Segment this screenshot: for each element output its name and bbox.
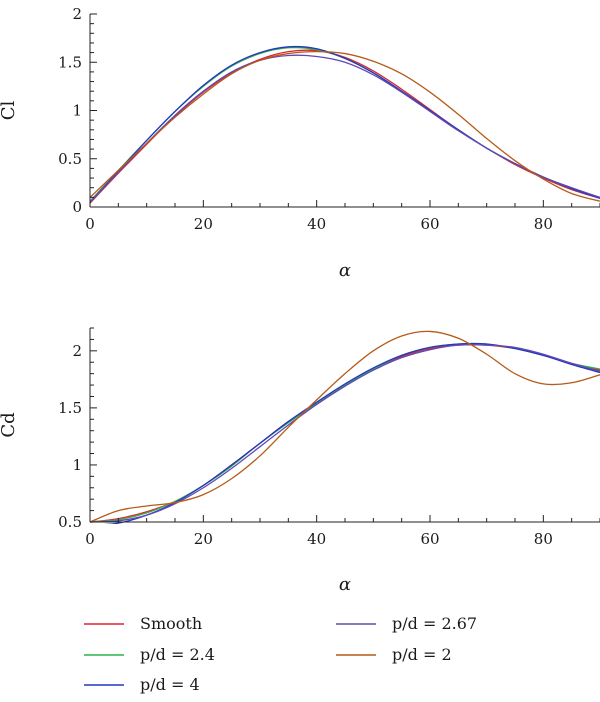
legend-label: p/d = 2.67	[392, 614, 477, 633]
cd-y-axis-label: Cd	[0, 412, 19, 437]
cd-x-tick-label: 0	[85, 530, 95, 548]
legend-label: p/d = 4	[140, 675, 200, 694]
cd-series-3	[90, 344, 600, 523]
cl-x-tick-label: 80	[534, 215, 553, 233]
cl-x-tick-label: 40	[307, 215, 326, 233]
cd-chart: 0 20 40 60 80 0.5 1 1.5 2 α Cd	[0, 327, 600, 595]
cl-series-4	[90, 50, 600, 202]
cl-series-3	[90, 54, 600, 203]
cd-y-tick-label: 2	[72, 342, 82, 360]
cl-y-tick-label: 0	[72, 198, 82, 216]
cd-y-tick-label: 1.5	[58, 399, 82, 417]
cl-x-axis-label: α	[339, 260, 351, 281]
legend-label: p/d = 2	[392, 645, 452, 664]
cd-x-tick-label: 20	[194, 530, 213, 548]
cl-x-tick-label: 0	[85, 215, 95, 233]
cl-chart: 0 20 40 60 80 0 0.5 1 1.5 2 α Cl	[0, 5, 600, 281]
cl-y-tick-label: 0.5	[58, 150, 82, 168]
legend: Smooth p/d = 2.67 p/d = 2.4 p/d = 2 p/d = 4	[84, 614, 477, 694]
cd-x-axis-label: α	[339, 574, 351, 595]
cd-series-2	[104, 342, 600, 524]
cl-y-axis-label: Cl	[0, 100, 19, 120]
cd-x-tick-label: 80	[534, 530, 553, 548]
legend-item: p/d = 2.4	[84, 645, 215, 664]
cd-series-1	[90, 342, 600, 523]
cd-x-tick-label: 40	[307, 530, 326, 548]
legend-label: Smooth	[140, 614, 202, 633]
legend-label: p/d = 2.4	[140, 645, 215, 664]
legend-item: p/d = 2	[336, 645, 452, 664]
cd-series-4	[90, 330, 600, 523]
legend-item: Smooth	[84, 614, 202, 633]
cl-y-tick-label: 1	[72, 102, 82, 120]
cl-y-tick-label: 1.5	[58, 53, 82, 71]
legend-item: p/d = 2.67	[336, 614, 477, 633]
cl-y-tick-label: 2	[72, 5, 82, 23]
legend-item: p/d = 4	[84, 675, 200, 694]
cl-x-tick-label: 60	[420, 215, 439, 233]
cl-series-0	[90, 49, 600, 204]
cd-series-0	[90, 344, 600, 523]
cd-y-tick-label: 0.5	[58, 513, 82, 531]
cd-x-tick-label: 60	[420, 530, 439, 548]
cd-y-tick-label: 1	[72, 456, 82, 474]
cl-x-tick-label: 20	[194, 215, 213, 233]
